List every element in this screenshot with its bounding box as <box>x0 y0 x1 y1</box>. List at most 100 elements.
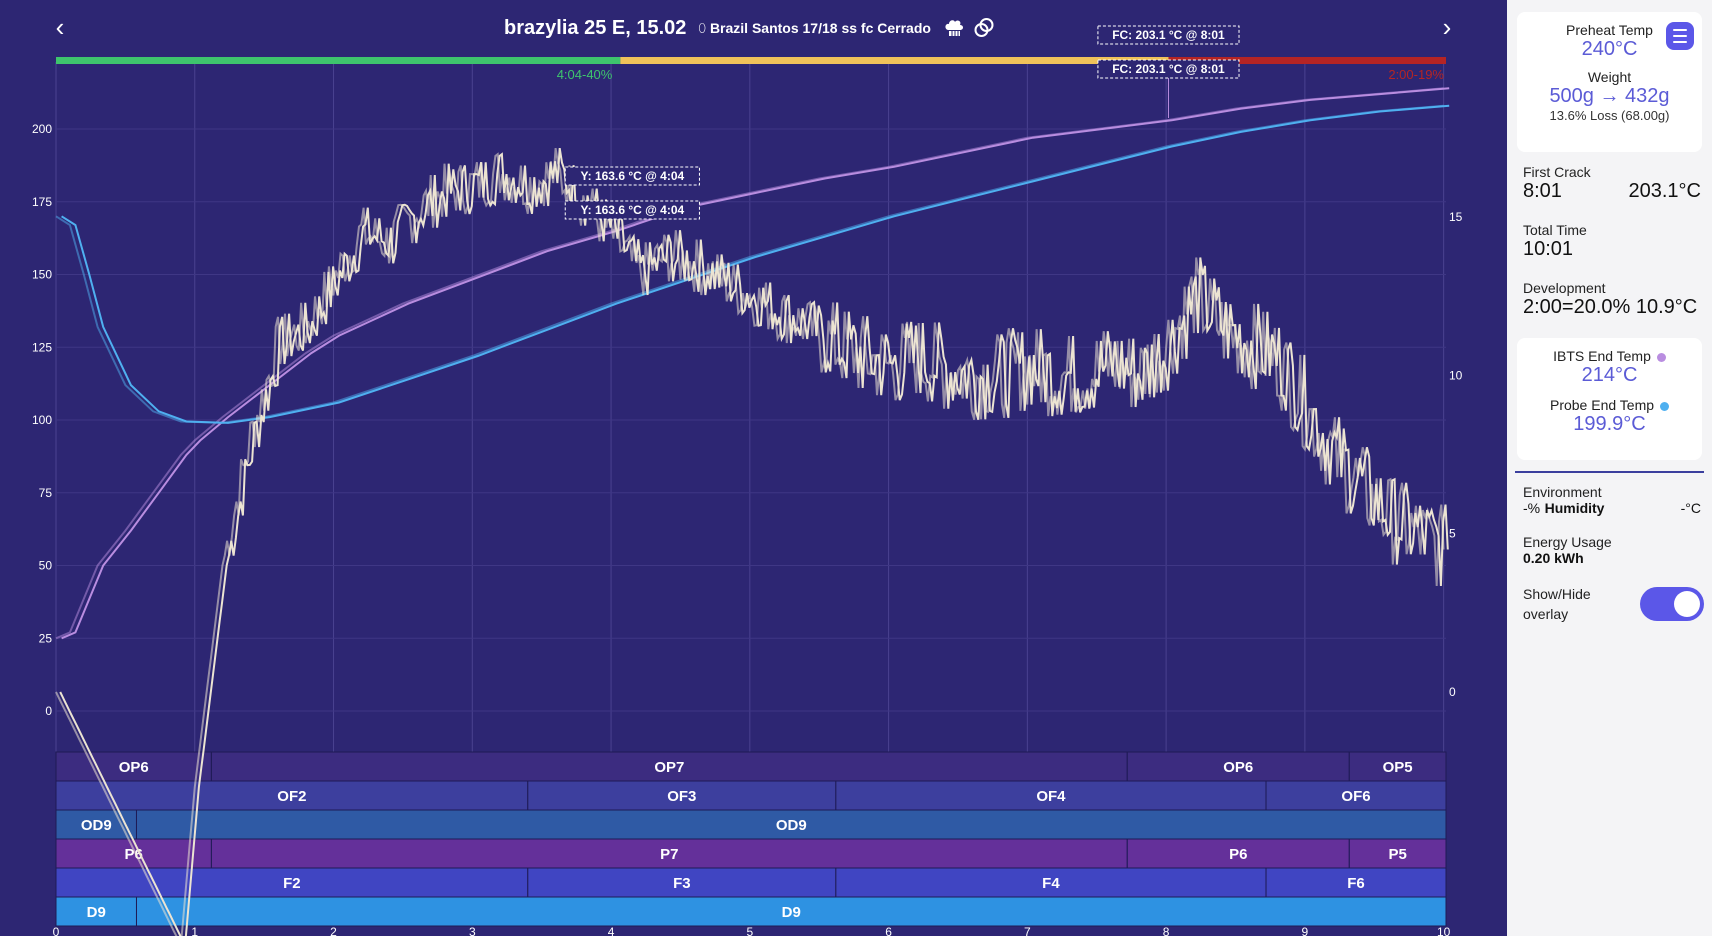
yellow-marker-label-box <box>564 166 700 186</box>
profile-band-label: D9 <box>782 904 801 921</box>
x-tick-label: 3 <box>469 925 476 936</box>
probe-end-temp-value: 199.9°C <box>1573 413 1646 435</box>
y-left-tick-label: 50 <box>39 559 53 573</box>
overlay-stat: Show/Hide overlay <box>1523 584 1623 624</box>
x-tick-label: 1 <box>191 925 198 936</box>
profile-band-label: D9 <box>87 904 106 921</box>
roast-chart[interactable]: 0 1 2 3 4 5 6 7 8 9 100255075100125150175200051015… <box>0 0 1507 936</box>
profile-band-label: F4 <box>1042 875 1060 892</box>
env-temp-value: -°C <box>1680 500 1701 516</box>
profile-band-segment <box>135 896 1447 927</box>
coffee-bean-icon: ⬯ <box>698 20 706 35</box>
energy-value: 0.20 kWh <box>1523 550 1584 566</box>
x-tick-label: 4 <box>608 925 615 936</box>
yellow-marker-label: Y: 163.6 °C @ 4:04 <box>581 169 685 183</box>
y-right-tick-label: 5 <box>1449 527 1456 541</box>
environment-label: Environment <box>1523 484 1602 500</box>
profile-band-label: OP5 <box>1383 759 1413 776</box>
loss-text: 13.6% Loss (68.00g) <box>1549 108 1670 123</box>
total-time-value: 10:01 <box>1523 238 1574 260</box>
probe-end-temp-label: Probe End Temp <box>1549 397 1655 413</box>
humidity-label: Humidity <box>1544 500 1605 516</box>
y-right-tick-label: 15 <box>1449 210 1463 224</box>
menu-icon[interactable] <box>1666 22 1694 50</box>
profile-band-label: F6 <box>1347 875 1365 892</box>
phase-label-development: 2:00-19% <box>1388 67 1444 82</box>
first-crack-label: First Crack <box>1523 164 1591 180</box>
yellow-marker-label-overlay-box <box>564 200 700 220</box>
y-right-tick-label: 0 <box>1449 685 1456 699</box>
profile-band-segment <box>135 809 1447 840</box>
roast-header: brazylia 25 E, 15.02 ⬯ Brazil Santos 17/… <box>0 13 1507 43</box>
y-left-tick-label: 0 <box>45 704 52 718</box>
weight-label: Weight <box>1587 69 1632 85</box>
development-label: Development <box>1523 280 1606 296</box>
profile-band-label: F3 <box>673 875 691 892</box>
total-time-label: Total Time <box>1523 222 1587 238</box>
x-tick-label: 2 <box>330 925 337 936</box>
ibts-legend-dot <box>1656 352 1666 362</box>
overlay-label: Show/Hide overlay <box>1523 586 1591 622</box>
ror-curve <box>59 147 1449 936</box>
first-crack-time: 8:01 <box>1523 180 1562 202</box>
energy-label: Energy Usage <box>1523 534 1612 550</box>
phase-bar-segment <box>1168 57 1446 64</box>
yellow-marker-label-overlay: Y: 163.6 °C @ 4:04 <box>581 203 685 217</box>
bean-name: Brazil Santos 17/18 ss fc Cerrado <box>709 20 931 36</box>
profile-band-label: OF6 <box>1341 788 1370 805</box>
profile-band-segment <box>835 780 1267 811</box>
profile-band-label: P5 <box>1388 846 1406 863</box>
first-crack-temp: 203.1°C <box>1628 180 1702 202</box>
profile-band-segment <box>210 838 1128 869</box>
first-crack-marker-label-overlay-box <box>1097 59 1240 79</box>
profile-band-label: OP6 <box>1223 759 1253 776</box>
weight-value: 500g → 432g <box>1549 85 1670 107</box>
x-tick-label: 7 <box>1024 925 1031 936</box>
phase-bar-segment <box>620 57 1169 64</box>
x-tick-label: 10 <box>1437 925 1451 936</box>
profile-band-segment <box>1348 751 1447 782</box>
x-tick-label: 6 <box>885 925 892 936</box>
roast-title: brazylia 25 E, 15.02 <box>504 16 687 39</box>
phase-label-drying: 4:04-40% <box>557 67 613 82</box>
probe-curve-overlay <box>55 104 1444 424</box>
y-left-tick-label: 25 <box>39 631 53 645</box>
profile-band-segment <box>527 867 837 898</box>
probe-legend-dot <box>1660 401 1670 411</box>
humidity-row: -% Humidity <box>1523 500 1604 518</box>
profile-band-segment <box>1265 780 1447 811</box>
overlay-toggle[interactable] <box>1640 587 1704 621</box>
x-tick-label: 9 <box>1302 925 1309 936</box>
profile-band-segment <box>55 780 529 811</box>
roast-summary-sidebar: Preheat Temp 240°C Weight 500g → 432g 13… <box>1507 0 1712 936</box>
y-left-tick-label: 175 <box>32 195 52 209</box>
energy-stat: Energy Usage 0.20 kWh <box>1523 534 1701 566</box>
profile-band-segment <box>55 867 529 898</box>
roast-main-panel: 0 1 2 3 4 5 6 7 8 9 10 0 25 50 75 100 125 150 175 200 0 5 10 15… <box>0 0 1507 936</box>
ibts-end-temp-label: IBTS End Temp <box>1553 348 1651 364</box>
compare-icon[interactable] <box>973 17 995 39</box>
total-time-stat: Total Time 10:01 <box>1523 222 1701 261</box>
phase-bar-segment <box>56 57 621 64</box>
plot-area <box>56 62 1446 866</box>
development-value: 2:00=20.0% 10.9°C <box>1523 296 1698 318</box>
y-right-tick-label: 10 <box>1449 368 1463 382</box>
chevron-right-icon[interactable]: › <box>1442 12 1452 42</box>
probe-end-temp-row: Probe End Temp <box>1517 397 1702 413</box>
preheat-value: 240°C <box>1581 38 1638 60</box>
profile-band-segment <box>835 867 1267 898</box>
divider <box>1515 471 1704 473</box>
profile-band-label: OD9 <box>81 817 112 834</box>
probe-curve <box>61 104 1450 424</box>
chevron-left-icon[interactable]: ‹ <box>55 12 65 42</box>
humidity-value: -% <box>1523 500 1541 516</box>
profile-band-label: OF4 <box>1036 788 1066 805</box>
chef-hat-icon[interactable] <box>943 17 965 39</box>
development-stat: Development 2:00=20.0% 10.9°C <box>1523 280 1701 319</box>
ibts-end-temp-value: 214°C <box>1581 364 1638 386</box>
profile-band-segment <box>527 780 837 811</box>
end-temp-card: IBTS End Temp 214°C Probe End Temp 199.9… <box>1517 338 1702 460</box>
profile-band-label: P6 <box>1229 846 1247 863</box>
first-crack-marker-label-box <box>1097 25 1240 45</box>
x-tick-label: 5 <box>746 925 753 936</box>
